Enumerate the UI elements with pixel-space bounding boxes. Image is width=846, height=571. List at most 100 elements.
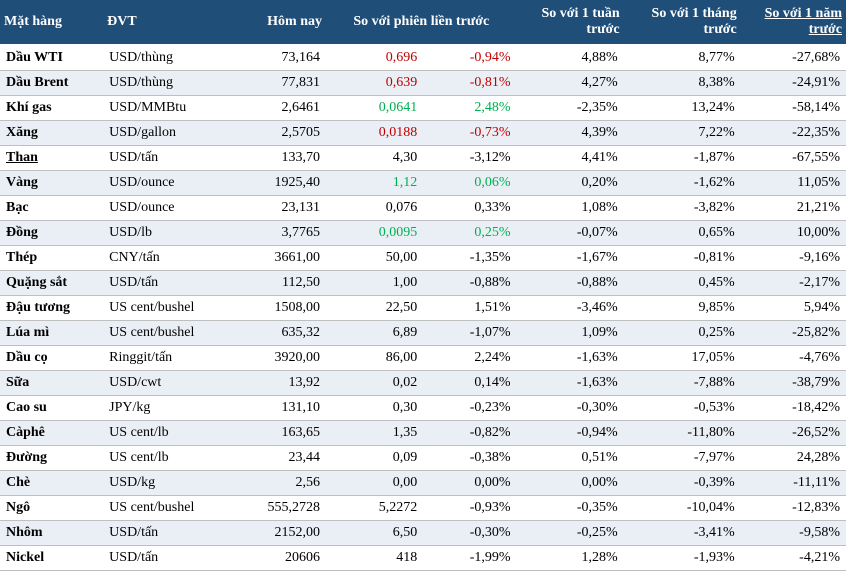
cell-week: -3,46% xyxy=(517,296,624,321)
cell-week: -0,35% xyxy=(517,496,624,521)
cell-month: -0,81% xyxy=(624,246,741,271)
cell-name: Dầu cọ xyxy=(0,346,103,371)
table-row: NgôUS cent/bushel555,27285,2272-0,93%-0,… xyxy=(0,496,846,521)
cell-year: 24,28% xyxy=(741,446,846,471)
cell-month: -1,62% xyxy=(624,171,741,196)
cell-chg: 0,00 xyxy=(326,471,423,496)
cell-today: 3920,00 xyxy=(225,346,326,371)
cell-unit: US cent/lb xyxy=(103,446,224,471)
cell-pct: -0,82% xyxy=(423,421,516,446)
table-row: Đậu tươngUS cent/bushel1508,0022,501,51%… xyxy=(0,296,846,321)
cell-year: -22,35% xyxy=(741,121,846,146)
cell-year: -12,83% xyxy=(741,496,846,521)
cell-today: 2,56 xyxy=(225,471,326,496)
cell-unit: US cent/lb xyxy=(103,421,224,446)
cell-name: Đồng xyxy=(0,221,103,246)
cell-week: 4,41% xyxy=(517,146,624,171)
cell-pct: 0,00% xyxy=(423,471,516,496)
table-header: Mặt hàng ĐVT Hôm nay So với phiên liền t… xyxy=(0,0,846,45)
cell-name: Dầu Brent xyxy=(0,71,103,96)
table-row: ThépCNY/tấn3661,0050,00-1,35%-1,67%-0,81… xyxy=(0,246,846,271)
cell-chg: 0,696 xyxy=(326,45,423,71)
cell-name: Đậu tương xyxy=(0,296,103,321)
cell-pct: -1,07% xyxy=(423,321,516,346)
cell-today: 23,44 xyxy=(225,446,326,471)
cell-month: -0,53% xyxy=(624,396,741,421)
cell-name: Chè xyxy=(0,471,103,496)
cell-year: -38,79% xyxy=(741,371,846,396)
cell-name: Càphê xyxy=(0,421,103,446)
cell-today: 163,65 xyxy=(225,421,326,446)
cell-name: Vàng xyxy=(0,171,103,196)
cell-name: Ngô xyxy=(0,496,103,521)
cell-month: -1,93% xyxy=(624,546,741,571)
cell-year: -9,58% xyxy=(741,521,846,546)
cell-chg: 0,0188 xyxy=(326,121,423,146)
table-row: Cao suJPY/kg131,100,30-0,23%-0,30%-0,53%… xyxy=(0,396,846,421)
cell-pct: 0,14% xyxy=(423,371,516,396)
cell-month: 7,22% xyxy=(624,121,741,146)
cell-week: -0,25% xyxy=(517,521,624,546)
cell-unit: USD/MMBtu xyxy=(103,96,224,121)
cell-name: Đường xyxy=(0,446,103,471)
cell-unit: US cent/bushel xyxy=(103,296,224,321)
cell-week: 1,08% xyxy=(517,196,624,221)
cell-unit: USD/tấn xyxy=(103,546,224,571)
cell-week: 4,27% xyxy=(517,71,624,96)
cell-month: -7,88% xyxy=(624,371,741,396)
cell-week: 0,51% xyxy=(517,446,624,471)
cell-today: 2,6461 xyxy=(225,96,326,121)
cell-year: -4,21% xyxy=(741,546,846,571)
cell-today: 73,164 xyxy=(225,45,326,71)
cell-month: 0,25% xyxy=(624,321,741,346)
cell-name: Khí gas xyxy=(0,96,103,121)
cell-year: -4,76% xyxy=(741,346,846,371)
cell-month: 13,24% xyxy=(624,96,741,121)
cell-week: 4,39% xyxy=(517,121,624,146)
cell-today: 2,5705 xyxy=(225,121,326,146)
table-body: Dầu WTIUSD/thùng73,1640,696-0,94%4,88%8,… xyxy=(0,45,846,571)
table-row: ThanUSD/tấn133,704,30-3,12%4,41%-1,87%-6… xyxy=(0,146,846,171)
cell-unit: US cent/bushel xyxy=(103,496,224,521)
cell-today: 1508,00 xyxy=(225,296,326,321)
cell-name: Lúa mì xyxy=(0,321,103,346)
cell-chg: 6,50 xyxy=(326,521,423,546)
cell-month: 9,85% xyxy=(624,296,741,321)
cell-name: Cao su xyxy=(0,396,103,421)
cell-pct: -0,38% xyxy=(423,446,516,471)
cell-name: Xăng xyxy=(0,121,103,146)
cell-month: -11,80% xyxy=(624,421,741,446)
cell-month: -3,82% xyxy=(624,196,741,221)
cell-name: Than xyxy=(0,146,103,171)
header-month: So với 1 tháng trước xyxy=(624,0,741,45)
cell-chg: 50,00 xyxy=(326,246,423,271)
table-row: Dầu cọRinggit/tấn3920,0086,002,24%-1,63%… xyxy=(0,346,846,371)
cell-name: Nickel xyxy=(0,546,103,571)
cell-unit: CNY/tấn xyxy=(103,246,224,271)
cell-week: 1,28% xyxy=(517,546,624,571)
cell-month: -1,87% xyxy=(624,146,741,171)
cell-month: 0,45% xyxy=(624,271,741,296)
header-unit: ĐVT xyxy=(103,0,224,45)
cell-year: -18,42% xyxy=(741,396,846,421)
cell-week: -2,35% xyxy=(517,96,624,121)
cell-year: 5,94% xyxy=(741,296,846,321)
cell-week: -0,88% xyxy=(517,271,624,296)
cell-unit: USD/ounce xyxy=(103,196,224,221)
cell-pct: -0,93% xyxy=(423,496,516,521)
table-row: Lúa mìUS cent/bushel635,326,89-1,07%1,09… xyxy=(0,321,846,346)
cell-unit: USD/tấn xyxy=(103,146,224,171)
cell-month: -0,39% xyxy=(624,471,741,496)
cell-today: 1925,40 xyxy=(225,171,326,196)
cell-week: -0,30% xyxy=(517,396,624,421)
cell-today: 635,32 xyxy=(225,321,326,346)
cell-pct: -0,23% xyxy=(423,396,516,421)
table-row: Dầu BrentUSD/thùng77,8310,639-0,81%4,27%… xyxy=(0,71,846,96)
cell-week: -0,94% xyxy=(517,421,624,446)
cell-today: 3661,00 xyxy=(225,246,326,271)
cell-pct: 2,24% xyxy=(423,346,516,371)
cell-chg: 0,0095 xyxy=(326,221,423,246)
cell-month: -10,04% xyxy=(624,496,741,521)
cell-name: Thép xyxy=(0,246,103,271)
cell-pct: -1,99% xyxy=(423,546,516,571)
